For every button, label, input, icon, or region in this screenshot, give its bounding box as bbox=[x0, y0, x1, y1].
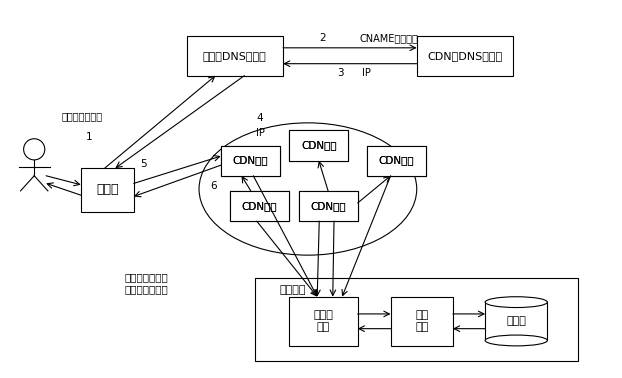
Bar bbox=[230, 191, 289, 221]
Text: 浏览器: 浏览器 bbox=[96, 183, 119, 197]
Text: CDN的DNS服务器: CDN的DNS服务器 bbox=[427, 51, 503, 61]
Bar bbox=[187, 36, 283, 76]
Text: 4: 4 bbox=[257, 113, 263, 123]
Bar bbox=[221, 146, 280, 176]
Text: CDN节点: CDN节点 bbox=[379, 156, 414, 166]
Text: CDN节点: CDN节点 bbox=[301, 141, 337, 150]
Text: CDN节点: CDN节点 bbox=[233, 156, 268, 166]
Ellipse shape bbox=[24, 139, 45, 160]
Bar bbox=[289, 297, 358, 346]
Text: CDN节点: CDN节点 bbox=[301, 141, 337, 150]
Bar bbox=[485, 302, 547, 341]
Text: 用户访问的域名: 用户访问的域名 bbox=[61, 111, 102, 121]
Bar bbox=[289, 130, 348, 161]
Text: CNAME目标域名: CNAME目标域名 bbox=[360, 33, 418, 43]
Text: 网站
程序: 网站 程序 bbox=[415, 310, 429, 332]
Bar bbox=[299, 191, 358, 221]
Text: 数据库: 数据库 bbox=[506, 316, 526, 326]
Text: 2: 2 bbox=[318, 33, 325, 43]
Text: CDN节点: CDN节点 bbox=[310, 201, 346, 211]
Text: 1: 1 bbox=[86, 132, 93, 142]
Ellipse shape bbox=[485, 297, 547, 308]
Text: 正常的DNS服务器: 正常的DNS服务器 bbox=[203, 51, 267, 61]
Text: CDN节点: CDN节点 bbox=[233, 156, 268, 166]
Text: 如果没有缓冲则
从主服务器获取: 如果没有缓冲则 从主服务器获取 bbox=[124, 272, 168, 294]
Bar bbox=[367, 146, 426, 176]
Text: CDN节点: CDN节点 bbox=[242, 201, 277, 211]
Text: IP: IP bbox=[362, 68, 371, 78]
Ellipse shape bbox=[485, 335, 547, 346]
Text: 服务器
程序: 服务器 程序 bbox=[313, 310, 333, 332]
Bar bbox=[367, 146, 426, 176]
Bar bbox=[299, 191, 358, 221]
Text: 6: 6 bbox=[210, 181, 216, 192]
Text: CDN节点: CDN节点 bbox=[310, 201, 346, 211]
Bar bbox=[81, 168, 134, 212]
Bar bbox=[391, 297, 453, 346]
Text: 主服务器: 主服务器 bbox=[280, 285, 307, 294]
Bar bbox=[230, 191, 289, 221]
Bar bbox=[417, 36, 513, 76]
Text: 3: 3 bbox=[337, 68, 344, 78]
Ellipse shape bbox=[199, 123, 417, 255]
Text: CDN节点: CDN节点 bbox=[242, 201, 277, 211]
Text: CDN节点: CDN节点 bbox=[379, 156, 414, 166]
Bar bbox=[221, 146, 280, 176]
Text: IP: IP bbox=[256, 128, 264, 138]
Text: 5: 5 bbox=[140, 159, 146, 169]
Bar bbox=[255, 278, 578, 361]
Bar bbox=[289, 130, 348, 161]
